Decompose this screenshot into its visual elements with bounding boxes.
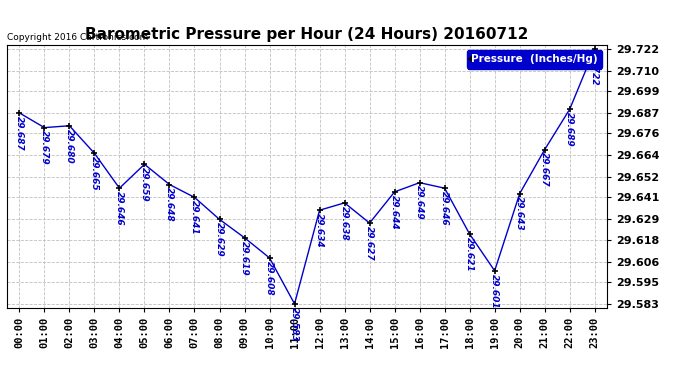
Pressure  (Inches/Hg)	[491, 268, 499, 273]
Pressure  (Inches/Hg)	[166, 182, 174, 187]
Pressure  (Inches/Hg)	[466, 232, 474, 236]
Text: 29.687: 29.687	[15, 116, 24, 150]
Text: 29.601: 29.601	[490, 274, 499, 308]
Pressure  (Inches/Hg)	[391, 190, 399, 194]
Line: Pressure  (Inches/Hg): Pressure (Inches/Hg)	[16, 45, 598, 307]
Legend: Pressure  (Inches/Hg): Pressure (Inches/Hg)	[467, 50, 602, 69]
Text: 29.646: 29.646	[440, 191, 449, 226]
Pressure  (Inches/Hg)	[290, 302, 299, 306]
Pressure  (Inches/Hg)	[515, 192, 524, 196]
Pressure  (Inches/Hg)	[90, 151, 99, 156]
Pressure  (Inches/Hg)	[266, 256, 274, 260]
Text: 29.648: 29.648	[165, 187, 174, 222]
Text: 29.638: 29.638	[340, 206, 349, 240]
Text: 29.667: 29.667	[540, 152, 549, 187]
Text: 29.646: 29.646	[115, 191, 124, 226]
Text: 29.649: 29.649	[415, 186, 424, 220]
Text: 29.621: 29.621	[465, 237, 474, 272]
Pressure  (Inches/Hg)	[415, 180, 424, 185]
Text: 29.627: 29.627	[365, 226, 374, 261]
Text: 29.583: 29.583	[290, 307, 299, 341]
Pressure  (Inches/Hg)	[591, 46, 599, 51]
Pressure  (Inches/Hg)	[40, 125, 48, 130]
Pressure  (Inches/Hg)	[66, 123, 74, 128]
Text: Copyright 2016 Cartronics.com: Copyright 2016 Cartronics.com	[7, 33, 148, 42]
Pressure  (Inches/Hg)	[340, 201, 348, 205]
Text: 29.629: 29.629	[215, 222, 224, 257]
Text: 29.619: 29.619	[240, 240, 249, 275]
Text: 29.608: 29.608	[265, 261, 274, 296]
Pressure  (Inches/Hg)	[140, 162, 148, 166]
Text: 29.680: 29.680	[65, 129, 74, 163]
Title: Barometric Pressure per Hour (24 Hours) 20160712: Barometric Pressure per Hour (24 Hours) …	[86, 27, 529, 42]
Pressure  (Inches/Hg)	[15, 111, 23, 115]
Text: 29.634: 29.634	[315, 213, 324, 248]
Text: 29.659: 29.659	[140, 167, 149, 202]
Text: 29.641: 29.641	[190, 200, 199, 235]
Text: 29.679: 29.679	[40, 130, 49, 165]
Text: 29.643: 29.643	[515, 196, 524, 231]
Text: 29.644: 29.644	[390, 195, 399, 229]
Pressure  (Inches/Hg)	[215, 217, 224, 222]
Text: 29.722: 29.722	[590, 51, 599, 86]
Pressure  (Inches/Hg)	[115, 186, 124, 190]
Pressure  (Inches/Hg)	[190, 195, 199, 200]
Pressure  (Inches/Hg)	[540, 147, 549, 152]
Pressure  (Inches/Hg)	[315, 208, 324, 213]
Text: 29.689: 29.689	[565, 112, 574, 147]
Pressure  (Inches/Hg)	[366, 221, 374, 225]
Text: 29.665: 29.665	[90, 156, 99, 191]
Pressure  (Inches/Hg)	[566, 107, 574, 111]
Pressure  (Inches/Hg)	[440, 186, 449, 190]
Pressure  (Inches/Hg)	[240, 236, 248, 240]
